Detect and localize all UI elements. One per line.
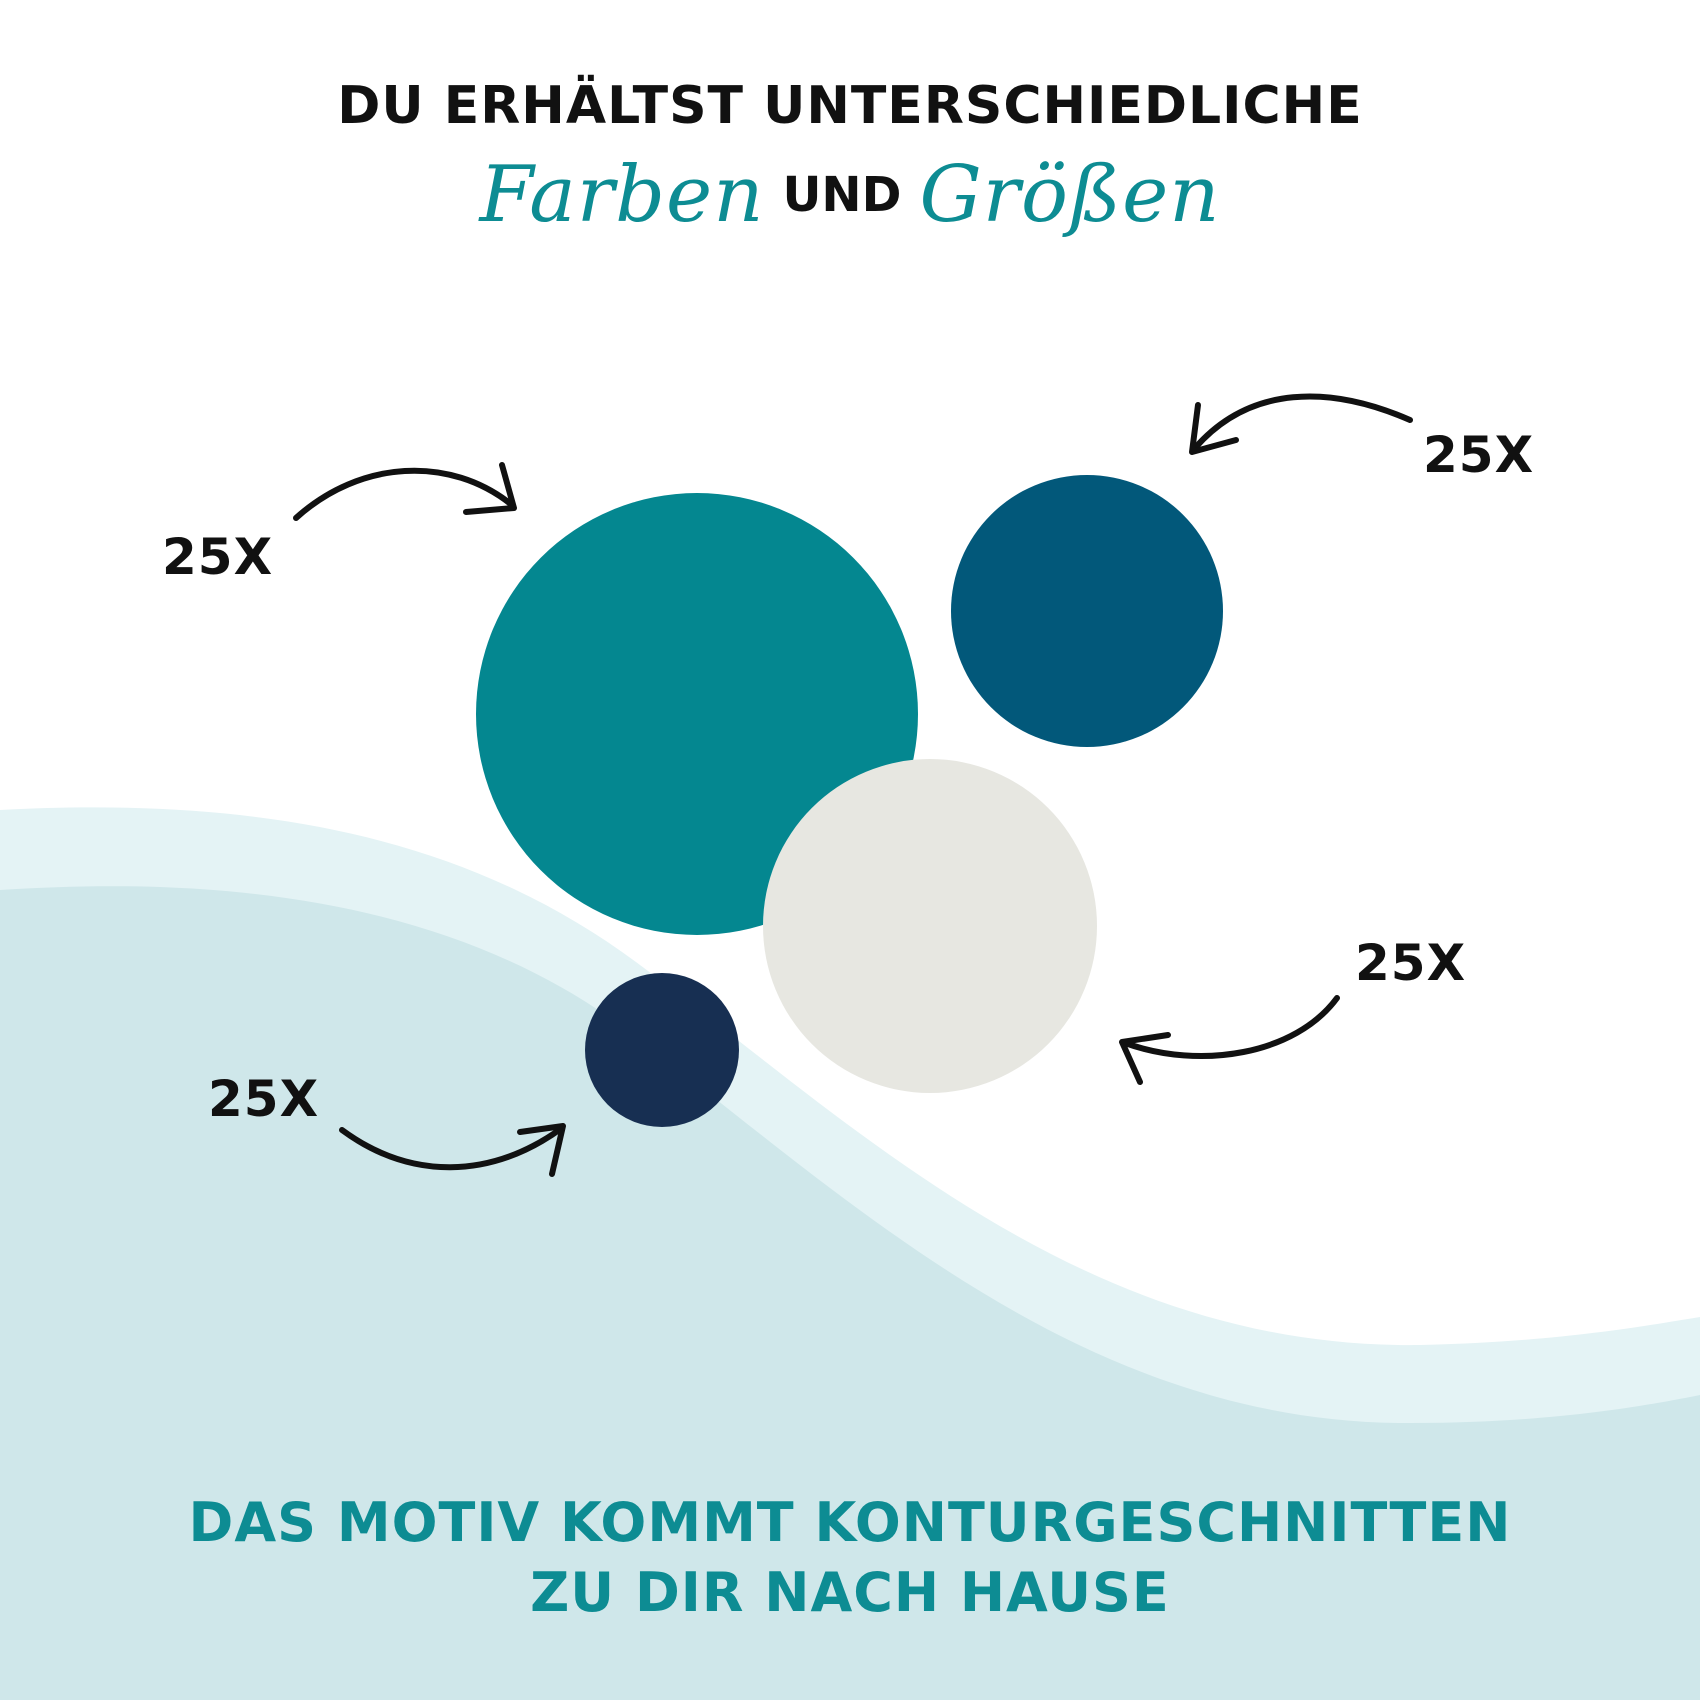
- heading-word-colors: Farben: [479, 150, 765, 240]
- quantity-label-grey: 25X: [1355, 934, 1467, 992]
- navy-circle: [585, 973, 739, 1127]
- heading-line-2: Farben UND Größen: [0, 150, 1700, 240]
- arrow-to-teal: [293, 462, 517, 521]
- grey-circle: [763, 759, 1097, 1093]
- footer-line-2: ZU DIR NACH HAUSE: [530, 1561, 1170, 1624]
- heading-word-and: UND: [782, 167, 902, 223]
- arrow-to-grey: [1119, 995, 1340, 1085]
- wave-main-area: [0, 886, 1700, 1700]
- quantity-label-petrol: 25X: [1423, 426, 1535, 484]
- footer-line-1: DAS MOTIV KOMMT KONTURGESCHNITTEN: [188, 1491, 1512, 1554]
- heading-line-1: DU ERHÄLTST UNTERSCHIEDLICHE: [337, 76, 1363, 136]
- arrow-to-petrol: [1189, 393, 1413, 455]
- heading-word-sizes: Größen: [919, 150, 1221, 240]
- footer-text: DAS MOTIV KOMMT KONTURGESCHNITTEN ZU DIR…: [0, 1488, 1700, 1628]
- quantity-label-navy: 25X: [208, 1070, 320, 1128]
- petrol-circle: [951, 475, 1223, 747]
- arrow-to-navy: [339, 1123, 566, 1177]
- quantity-label-teal: 25X: [162, 528, 274, 586]
